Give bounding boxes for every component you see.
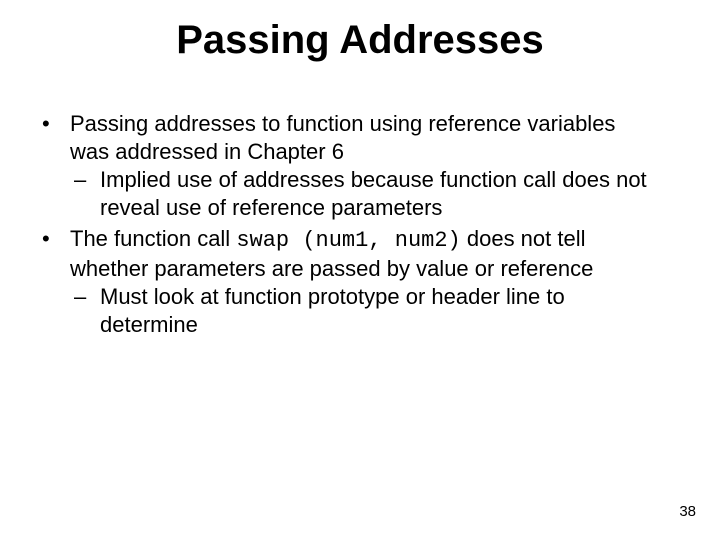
bullet-text-pre: The function call: [70, 226, 236, 251]
bullet-list-level2: Must look at function prototype or heade…: [70, 283, 660, 339]
bullet-item: The function call swap (num1, num2) does…: [36, 225, 660, 340]
slide: Passing Addresses Passing addresses to f…: [0, 0, 720, 540]
slide-title: Passing Addresses: [0, 18, 720, 62]
bullet-item: Passing addresses to function using refe…: [36, 110, 660, 223]
page-number: 38: [679, 503, 696, 520]
code-snippet: swap (num1, num2): [236, 228, 460, 253]
sub-bullet-item: Must look at function prototype or heade…: [70, 283, 660, 339]
bullet-text: Passing addresses to function using refe…: [70, 111, 615, 164]
bullet-list-level2: Implied use of addresses because functio…: [70, 166, 660, 222]
slide-body: Passing addresses to function using refe…: [36, 110, 660, 341]
sub-bullet-text: Must look at function prototype or heade…: [100, 284, 565, 337]
sub-bullet-text: Implied use of addresses because functio…: [100, 167, 647, 220]
bullet-list-level1: Passing addresses to function using refe…: [36, 110, 660, 339]
sub-bullet-item: Implied use of addresses because functio…: [70, 166, 660, 222]
